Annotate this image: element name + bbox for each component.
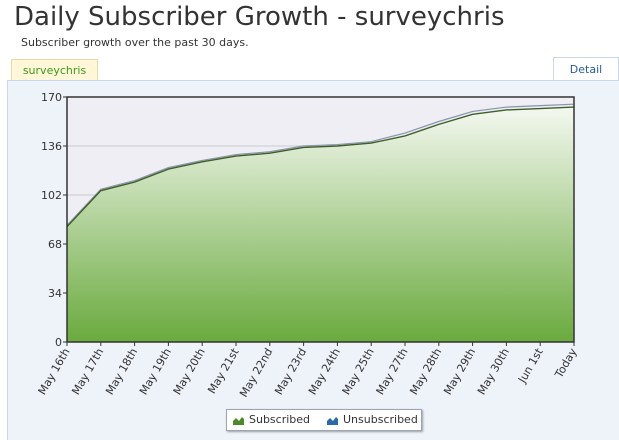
x-tick-label: May 16th	[36, 346, 73, 397]
tab-bar: surveychris Detail	[7, 57, 619, 81]
x-tick-label: May 17th	[69, 346, 106, 397]
x-tick-label: Jun 1st	[515, 345, 546, 386]
y-tick-label: 68	[48, 238, 62, 251]
tab-detail[interactable]: Detail	[553, 57, 619, 80]
x-tick-label: May 21st	[205, 345, 242, 396]
x-tick-label: Today	[552, 346, 580, 381]
x-tick-label: May 27th	[374, 346, 411, 397]
chart-legend: Subscribed Unsubscribed	[226, 409, 422, 431]
x-tick-label: May 20th	[171, 346, 208, 397]
area-chart-icon	[327, 416, 338, 425]
x-tick-label: May 28th	[407, 346, 444, 397]
area-chart-icon	[233, 416, 244, 425]
plot-frame	[66, 96, 575, 343]
y-tick-label: 136	[41, 140, 62, 153]
y-tick-label: 34	[48, 287, 62, 300]
series-area-subscribed	[67, 107, 574, 343]
page-title: Daily Subscriber Growth - surveychris	[14, 2, 505, 32]
x-tick-label: May 30th	[475, 346, 512, 397]
legend-label-subscribed: Subscribed	[249, 413, 311, 426]
y-tick-label: 102	[41, 189, 62, 202]
x-tick-label: May 22nd	[237, 346, 275, 399]
y-tick-label: 0	[55, 336, 62, 349]
y-tick-label: 170	[41, 91, 62, 104]
x-tick-label: May 29th	[441, 346, 478, 397]
legend-item-subscribed[interactable]: Subscribed	[233, 410, 310, 430]
legend-item-unsubscribed[interactable]: Unsubscribed	[327, 410, 418, 430]
series-line-unsubscribed	[66, 103, 575, 226]
x-tick-label: May 19th	[137, 346, 174, 397]
tab-surveychris[interactable]: surveychris	[11, 59, 98, 80]
series-line-subscribed	[66, 106, 575, 228]
x-tick-label: May 25th	[340, 346, 377, 397]
x-tick-label: May 24th	[306, 346, 343, 397]
legend-label-unsubscribed: Unsubscribed	[343, 413, 418, 426]
x-tick-label: May 18th	[103, 346, 140, 397]
x-tick-label: May 23rd	[272, 346, 309, 397]
page-subtitle: Subscriber growth over the past 30 days.	[21, 36, 249, 49]
